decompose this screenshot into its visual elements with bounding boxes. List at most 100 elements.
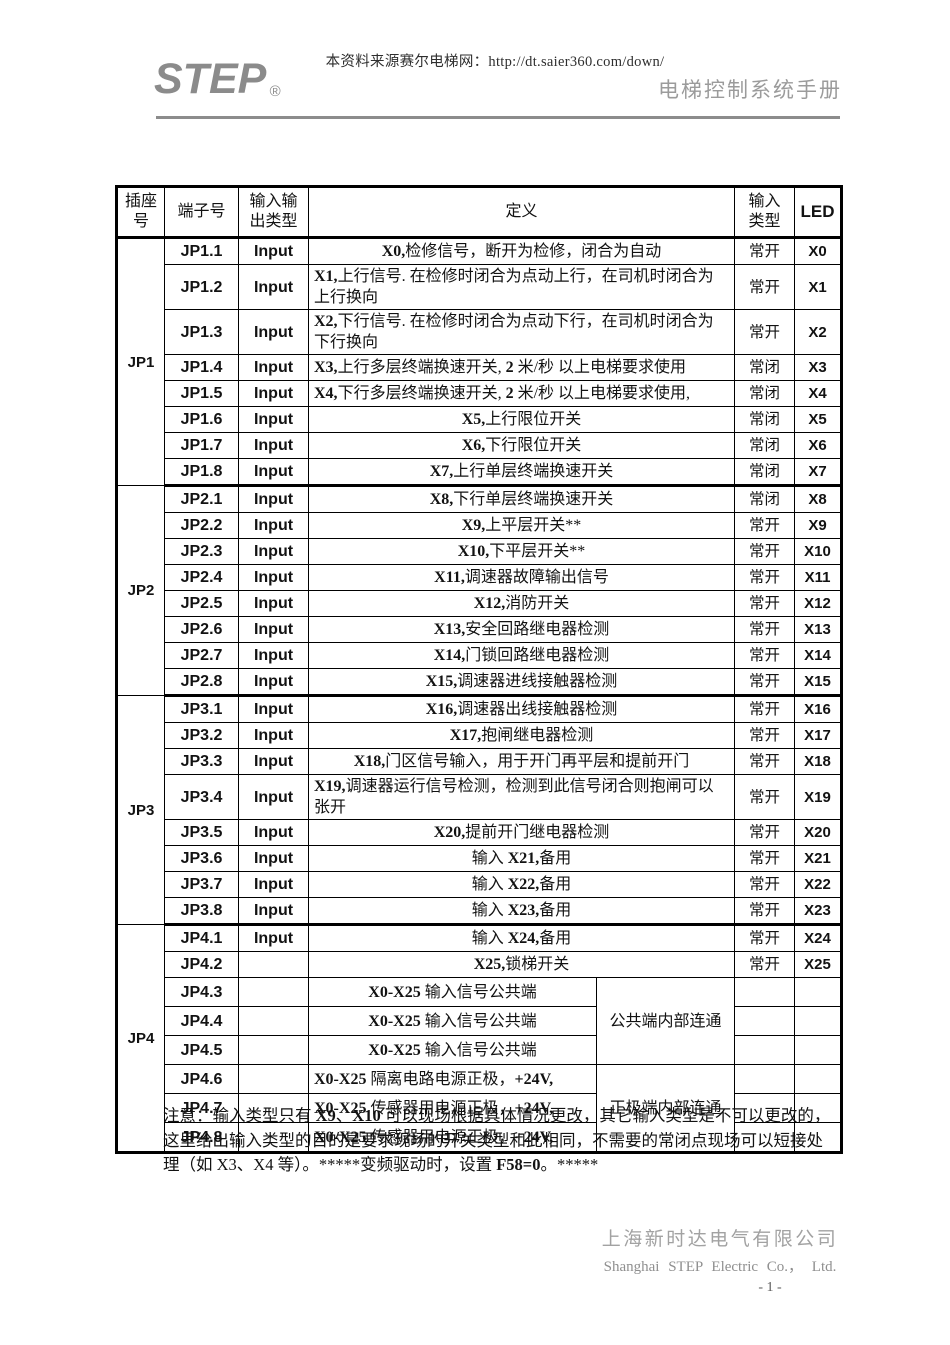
header-row: 插座 号 端子号 输入输 出类型 定义 输入 类型 LED xyxy=(116,186,843,239)
input-type-cell: 常闭 xyxy=(734,432,796,459)
text-segment: 备用 xyxy=(539,930,572,947)
io-type-cell: Input xyxy=(238,237,309,265)
text-segment: X6, xyxy=(461,437,486,454)
definition-cell: X18,门区信号输入，用于开门再平层和提前开门 xyxy=(307,748,736,775)
definition-cell: X9,上平层开关** xyxy=(307,512,736,539)
text-segment: 备用 xyxy=(539,876,572,893)
led-cell: X20 xyxy=(794,819,843,846)
text-segment: X19, xyxy=(314,778,346,795)
text-segment: X0, xyxy=(381,243,406,260)
text-segment: 传感器用电源正极， xyxy=(366,1099,515,1117)
terminal-cell: JP1.6 xyxy=(164,406,239,433)
text-segment: X10, xyxy=(457,543,490,560)
table-row: JP2.6 Input X13,安全回路继电器检测 常开 X13 xyxy=(117,616,843,643)
terminal-cell: JP4.6 xyxy=(164,1064,239,1094)
terminal-cell: JP1.7 xyxy=(164,432,239,459)
text-segment: X24, xyxy=(507,930,540,947)
input-type-cell: 常开 xyxy=(734,264,796,310)
text-segment: 下行信号. 在检修时闭合为点动下行，在司机时闭合为下行换向 xyxy=(314,313,714,351)
text-segment: +24V, xyxy=(514,1070,554,1088)
io-type-cell: Input xyxy=(238,538,309,565)
text-segment: 输入 xyxy=(471,876,508,893)
text-segment: 消防开关 xyxy=(505,595,570,612)
led-cell: X10 xyxy=(794,538,843,565)
note-block: 注意：输入类型只有 X9、X10 可以现场根据具体情况更改，其它输入类型是不可以… xyxy=(163,1104,857,1178)
text-segment: X3, xyxy=(314,359,338,376)
io-type-cell: Input xyxy=(238,924,309,952)
table-header: 插座 号 端子号 输入输 出类型 定义 输入 类型 LED xyxy=(116,186,843,239)
text-segment: X20, xyxy=(433,824,466,841)
text-segment: 安全回路继电器检测 xyxy=(465,621,610,638)
definition-cell: X0-X25 隔离电路电源正极，+24V, xyxy=(308,1064,597,1094)
text-segment: 抱闸继电器检测 xyxy=(481,727,594,744)
text-segment: X0-X25 xyxy=(314,1099,367,1117)
io-type-cell: Input xyxy=(238,406,309,433)
definition-cell: X0-X25 输入信号公共端 xyxy=(308,977,597,1007)
table-row: JP1.2 Input X1,上行信号. 在检修时闭合为点动上行，在司机时闭合为上行… xyxy=(117,264,843,310)
input-type-cell: 常开 xyxy=(734,871,796,898)
text-segment: 下行限位开关 xyxy=(485,437,582,454)
led-cell xyxy=(794,1006,843,1036)
table-row: JP4 JP4.1 Input 输入 X24,备用 常开 X24 xyxy=(116,924,843,1153)
socket-group-label: JP1 xyxy=(116,237,165,486)
definition-cell: X11,调速器故障输出信号 xyxy=(307,564,736,591)
terminal-cell: JP2.3 xyxy=(164,538,239,565)
input-type-cell: 常开 xyxy=(734,512,796,539)
col-header-definition: 定义 xyxy=(307,186,736,239)
input-type-cell: 常开 xyxy=(734,668,796,697)
table-row: JP3.6 Input 输入 X21,备用 常开 X21 xyxy=(117,845,843,872)
terminal-cell: JP4.7 xyxy=(164,1093,239,1123)
io-type-cell: Input xyxy=(238,432,309,459)
led-cell: X3 xyxy=(794,354,843,381)
definition-cell: X10,下平层开关** xyxy=(307,538,736,565)
definition-cell: X5,上行限位开关 xyxy=(307,406,736,433)
text-segment: X1, xyxy=(314,268,338,285)
text-segment: X2, xyxy=(314,313,338,330)
text-segment: X23, xyxy=(507,902,540,919)
text-segment: X0-X25 xyxy=(368,1041,421,1059)
text-segment: 输入信号公共端 xyxy=(420,1012,537,1030)
note-line-1: 注意：输入类型只有 X9、X10 可以现场根据具体情况更改，其它输入类型是不可以… xyxy=(163,1104,857,1129)
text-segment: 隔离电路电源正极， xyxy=(366,1070,515,1088)
terminal-cell: JP1.1 xyxy=(164,237,239,265)
input-type-cell: 常开 xyxy=(734,564,796,591)
table-row: JP3.3 Input X18,门区信号输入，用于开门再平层和提前开门 常开 X18 xyxy=(117,748,843,775)
text-segment: 上行多层终端换速开关, xyxy=(337,359,506,376)
text-segment: +24V, xyxy=(514,1128,554,1146)
definition-cell: X7,上行单层终端换速开关 xyxy=(307,458,736,487)
io-type-cell: Input xyxy=(238,380,309,407)
input-type-cell: 常开 xyxy=(734,897,796,926)
text-segment: X17, xyxy=(449,727,482,744)
definition-cell: X14,门锁回路继电器检测 xyxy=(307,642,736,669)
io-type-cell: Input xyxy=(238,354,309,381)
note-line-2: 这里给出输入类型的目的是要求现场的开关类型和此相同，不需要的常闭点现场可以短接处 xyxy=(163,1129,857,1154)
input-type-cell: 常开 xyxy=(734,642,796,669)
table-row: JP4.8 X0-X25 传感器用电源正极，+24V, xyxy=(117,1122,843,1154)
input-type-cell: 常闭 xyxy=(734,406,796,433)
input-type-cell xyxy=(734,1064,796,1094)
text-segment: 这里给出输入类型的目的是要求现场的开关类型和此相同，不需要的常闭点现场可以短接处 xyxy=(163,1130,823,1150)
table-row: JP1.8 Input X7,上行单层终端换速开关 常闭 X7 xyxy=(117,458,843,487)
led-cell: X24 xyxy=(794,924,843,952)
led-cell: X2 xyxy=(794,309,843,355)
terminal-cell: JP2.4 xyxy=(164,564,239,591)
led-cell: X9 xyxy=(794,512,843,539)
text-segment: 锁梯开关 xyxy=(505,956,570,973)
step-logo-text: STEP xyxy=(154,55,267,103)
input-type-cell: 常闭 xyxy=(734,354,796,381)
table-row: JP2.5 Input X12,消防开关 常开 X12 xyxy=(117,590,843,617)
io-type-cell: Input xyxy=(238,695,309,723)
table-row: JP3.4 Input X19,调速器运行信号检测，检测到此信号闭合则抱闸可以张开常… xyxy=(117,774,843,820)
definition-cell: 输入 X23,备用 xyxy=(307,897,736,926)
terminal-cell: JP1.3 xyxy=(164,309,239,355)
source-url-line: 本资料来源赛尔电梯网：http://dt.saier360.com/down/ xyxy=(325,54,665,70)
registered-trademark-icon: ® xyxy=(269,83,281,100)
definition-cell: X17,抱闸继电器检测 xyxy=(307,722,736,749)
merged-note-cell: 正极端内部连通 xyxy=(595,1064,736,1153)
input-type-cell: 常开 xyxy=(734,538,796,565)
text-segment: 检修信号，断开为检修，闭合为自动 xyxy=(405,243,662,260)
text-segment: X18, xyxy=(353,753,386,770)
text-segment: X25, xyxy=(473,956,506,973)
text-segment: 备用 xyxy=(539,902,572,919)
socket-group-label: JP3 xyxy=(116,695,165,925)
